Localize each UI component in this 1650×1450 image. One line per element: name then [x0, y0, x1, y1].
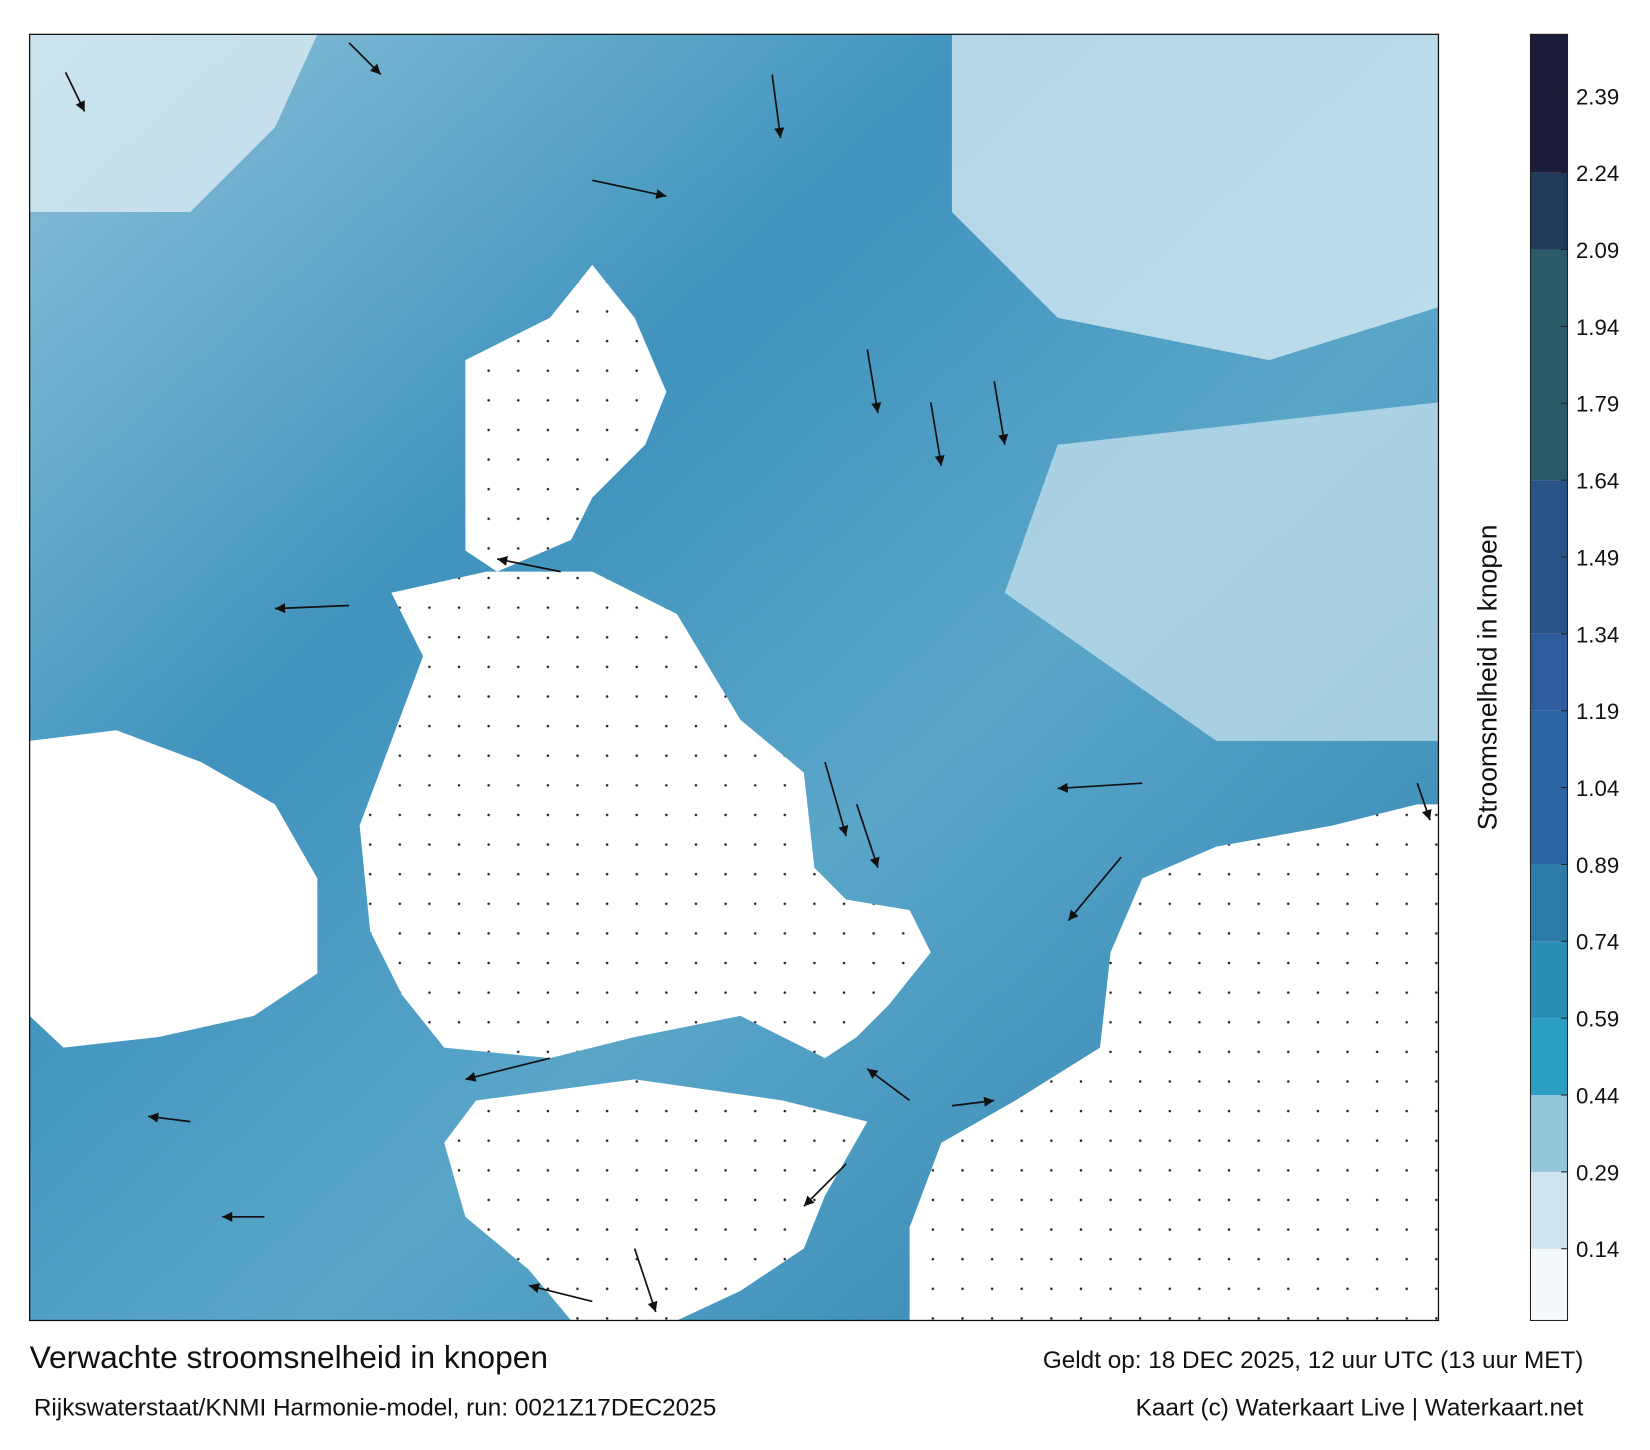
colorbar: 0.14 0.29 0.44 0.59 0.74 0.89 1.04 1.19 1.34 1.49…	[1530, 34, 1619, 1321]
current-arrows	[64, 42, 1432, 1313]
map-frame	[28, 33, 1440, 1322]
colorbar-band	[1530, 172, 1568, 250]
shallow	[29, 34, 318, 213]
colorbar-tick-label: 1.04	[1576, 776, 1619, 801]
colorbar-tick-label: 2.39	[1576, 84, 1619, 109]
title: Verwachte stroomsnelheid in knopen	[30, 1339, 548, 1375]
colorbar-tick-label: 2.09	[1576, 238, 1619, 263]
land	[29, 264, 1439, 1321]
colorbar-tick-label: 1.34	[1576, 622, 1619, 647]
colorbar-tick-label: 0.89	[1576, 853, 1619, 878]
colorbar-tick-label: 0.59	[1576, 1007, 1619, 1032]
shallow	[1004, 402, 1439, 741]
colorbar-band	[1530, 249, 1568, 481]
colorbar-tick-label: 1.49	[1576, 545, 1619, 570]
colorbar-frame	[1529, 33, 1569, 1322]
colorbar-band	[1530, 1248, 1568, 1321]
colorbar-tick-label: 1.64	[1576, 469, 1619, 494]
colorbar-band	[1530, 864, 1568, 942]
colorbar-tick-label: 1.79	[1576, 392, 1619, 417]
subtitle: Rijkswaterstaat/KNMI Harmonie-model, run…	[34, 1395, 716, 1422]
colorbar-tick-label: 0.29	[1576, 1160, 1619, 1185]
colorbar-tick-label: 2.24	[1576, 161, 1619, 186]
colorbar-band	[1530, 1018, 1568, 1096]
colorbar-tick-label: 1.19	[1576, 699, 1619, 724]
colorbar-label: Stroomsnelheid in knopen	[1473, 525, 1503, 831]
credit: Kaart (c) Waterkaart Live | Waterkaart.n…	[1136, 1395, 1584, 1422]
map	[29, 34, 1439, 1321]
colorbar-tick-label: 0.44	[1576, 1083, 1619, 1108]
shallow	[951, 34, 1439, 361]
colorbar-band	[1530, 34, 1568, 173]
colorbar-tick-label: 1.94	[1576, 315, 1619, 340]
colorbar-band	[1530, 941, 1568, 1019]
colorbar-band	[1530, 1095, 1568, 1172]
colorbar-tick-label: 0.74	[1576, 930, 1619, 955]
colorbar-band	[1530, 1171, 1568, 1249]
colorbar-band	[1530, 633, 1568, 711]
colorbar-tick-label: 0.14	[1576, 1237, 1619, 1262]
valid-time: Geldt op: 18 DEC 2025, 12 uur UTC (13 uu…	[1043, 1347, 1584, 1374]
